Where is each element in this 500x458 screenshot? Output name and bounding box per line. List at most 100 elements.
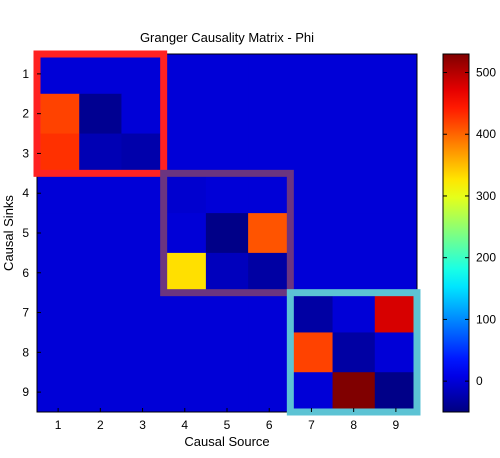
heatmap-cell xyxy=(290,133,334,174)
heatmap-cell xyxy=(205,292,249,333)
heatmap-cell xyxy=(248,54,291,95)
heatmap-cell xyxy=(37,54,80,95)
heatmap-cell xyxy=(332,93,376,135)
heatmap-cell xyxy=(37,252,80,294)
heatmap-cell xyxy=(374,173,418,214)
heatmap-cell xyxy=(374,54,418,95)
x-tick-label: 2 xyxy=(97,418,104,432)
x-tick-label: 1 xyxy=(55,418,62,432)
heatmap-cell xyxy=(290,292,334,333)
colorbar-tick-label: 0 xyxy=(476,374,483,388)
y-tick-label: 6 xyxy=(22,266,29,280)
x-ticks: 1 2 3 4 5 6 7 8 9 xyxy=(55,408,400,432)
heatmap-cell xyxy=(205,93,249,135)
heatmap-cell xyxy=(248,173,291,214)
heatmap-cell xyxy=(205,133,249,174)
heatmap-cell xyxy=(79,213,122,254)
heatmap-cell xyxy=(37,93,80,135)
y-tick-label: 4 xyxy=(22,186,29,200)
heatmap-cell xyxy=(332,54,376,95)
heatmap-cell xyxy=(205,173,249,214)
heatmap-cell xyxy=(332,173,376,214)
heatmap-cell xyxy=(37,372,80,413)
y-tick-label: 9 xyxy=(22,385,29,399)
heatmap-cell xyxy=(121,332,165,373)
y-tick-label: 8 xyxy=(22,345,29,359)
x-tick-label: 4 xyxy=(181,418,188,432)
highlight-block xyxy=(160,169,294,297)
heatmap-cell xyxy=(290,54,334,95)
heatmap-cells xyxy=(37,54,418,413)
heatmap-cell xyxy=(163,133,207,174)
heatmap-cell xyxy=(163,372,207,413)
heatmap-cell xyxy=(374,93,418,135)
heatmap-cell xyxy=(374,332,418,373)
heatmap-cell xyxy=(163,213,207,254)
colorbar-tick-label: 500 xyxy=(476,66,496,80)
colorbar-ticks: 0 100 200 300 400 500 xyxy=(443,66,496,388)
heatmap-cell xyxy=(290,93,334,135)
heatmap-cell xyxy=(79,93,122,135)
heatmap-cell xyxy=(332,133,376,174)
y-tick-label: 5 xyxy=(22,226,29,240)
heatmap-cell xyxy=(79,292,122,333)
heatmap-cell xyxy=(163,252,207,294)
x-tick-label: 8 xyxy=(350,418,357,432)
heatmap-cell xyxy=(332,372,376,413)
x-tick-label: 6 xyxy=(266,418,273,432)
heatmap-cell xyxy=(79,252,122,294)
heatmap-cell xyxy=(163,93,207,135)
x-tick-label: 9 xyxy=(393,418,400,432)
colorbar-tick-label: 300 xyxy=(476,189,496,203)
heatmap-cell xyxy=(79,173,122,214)
y-ticks: 1 2 3 4 5 6 7 8 9 xyxy=(22,67,41,399)
heatmap-cell xyxy=(374,372,418,413)
heatmap-cell xyxy=(37,173,80,214)
heatmap-cell xyxy=(248,213,291,254)
y-tick-label: 7 xyxy=(22,306,29,320)
heatmap-cell xyxy=(121,54,165,95)
heatmap-cell xyxy=(121,93,165,135)
heatmap-cell xyxy=(163,54,207,95)
heatmap-cell xyxy=(121,292,165,333)
y-axis-label: Causal Sinks xyxy=(1,195,16,271)
y-tick-label: 2 xyxy=(22,107,29,121)
heatmap-cell xyxy=(163,292,207,333)
heatmap-cell xyxy=(248,292,291,333)
colorbar xyxy=(442,53,470,413)
heatmap-cell xyxy=(121,252,165,294)
heatmap-cell xyxy=(205,54,249,95)
heatmap-cell xyxy=(121,213,165,254)
heatmap-cell xyxy=(37,133,80,174)
heatmap-cell xyxy=(37,292,80,333)
heatmap-cell xyxy=(374,133,418,174)
heatmap-cell xyxy=(121,133,165,174)
heatmap-cell xyxy=(79,54,122,95)
y-tick-label: 3 xyxy=(22,146,29,160)
x-tick-label: 3 xyxy=(139,418,146,432)
heatmap-cell xyxy=(163,332,207,373)
heatmap-cell xyxy=(79,332,122,373)
heatmap-cell xyxy=(332,332,376,373)
heatmap-cell xyxy=(248,133,291,174)
heatmap-cell xyxy=(121,372,165,413)
y-tick-label: 1 xyxy=(22,67,29,81)
heatmap-cell xyxy=(248,252,291,294)
heatmap-cell xyxy=(79,372,122,413)
heatmap-cell xyxy=(290,252,334,294)
x-tick-label: 5 xyxy=(224,418,231,432)
heatmap-cell xyxy=(374,252,418,294)
x-axis-label: Causal Source xyxy=(184,434,269,449)
heatmap-cell xyxy=(248,93,291,135)
heatmap-cell xyxy=(332,213,376,254)
heatmap-cell xyxy=(290,332,334,373)
heatmap-cell xyxy=(332,292,376,333)
heatmap-cell xyxy=(205,372,249,413)
heatmap-cell xyxy=(37,213,80,254)
heatmap-cell xyxy=(248,332,291,373)
colorbar-tick-label: 100 xyxy=(476,312,496,326)
heatmap-cell xyxy=(374,292,418,333)
heatmap-cell xyxy=(205,213,249,254)
heatmap-cell xyxy=(290,372,334,413)
